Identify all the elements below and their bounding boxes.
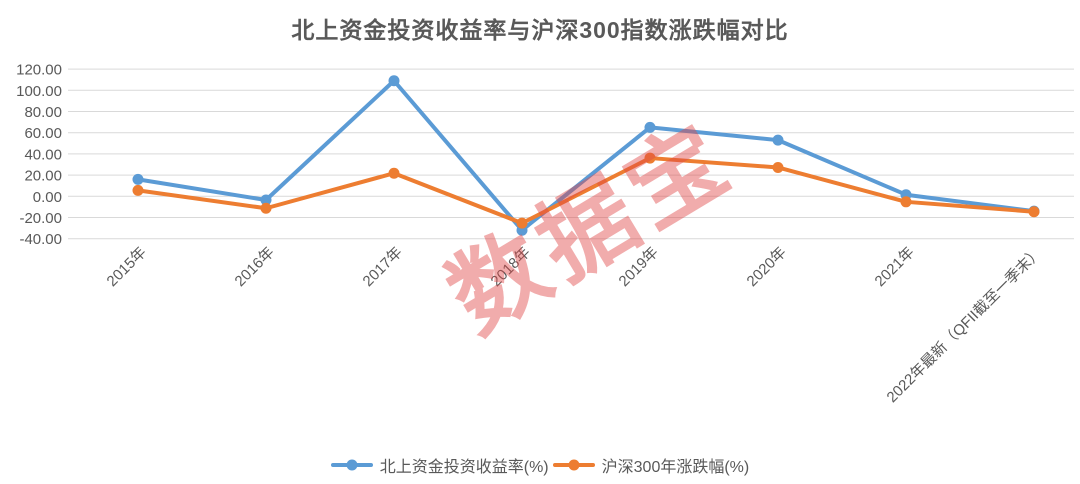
legend-dot-icon bbox=[346, 459, 358, 471]
data-point-marker bbox=[388, 75, 400, 87]
data-point-marker bbox=[260, 202, 272, 214]
data-point-marker bbox=[516, 217, 528, 229]
data-point-marker bbox=[644, 121, 656, 133]
legend-marker-line-dot-icon bbox=[552, 459, 595, 471]
data-point-marker bbox=[132, 173, 144, 185]
legend-item-northbound-return: 北上资金投资收益率(%) bbox=[330, 453, 549, 477]
x-category-label: 2016年 bbox=[232, 244, 278, 290]
x-category-label: 2022年最新（QFII截至一季末） bbox=[884, 244, 1046, 406]
x-category-label: 2019年 bbox=[616, 244, 662, 290]
data-point-marker bbox=[900, 196, 912, 208]
y-tick-label: 0.00 bbox=[33, 189, 62, 206]
y-tick-label: 80.00 bbox=[24, 104, 62, 121]
data-point-marker bbox=[132, 184, 144, 196]
y-tick-label: -20.00 bbox=[19, 210, 62, 227]
legend-label: 沪深300年涨跌幅(%) bbox=[601, 459, 750, 476]
y-tick-label: 40.00 bbox=[24, 146, 62, 163]
y-tick-label: 100.00 bbox=[16, 83, 62, 100]
y-tick-label: 120.00 bbox=[16, 62, 62, 79]
x-category-label: 2015年 bbox=[104, 244, 150, 290]
legend-item-csi300-change: 沪深300年涨跌幅(%) bbox=[552, 453, 750, 477]
x-category-label: 2020年 bbox=[744, 244, 790, 290]
x-category-label: 2018年 bbox=[488, 244, 534, 290]
data-point-marker bbox=[772, 161, 784, 173]
data-point-marker bbox=[772, 134, 784, 146]
y-tick-label: 20.00 bbox=[24, 168, 62, 185]
y-axis-labels: 120.00 100.00 80.00 60.00 40.00 20.00 0.00 -20.… bbox=[16, 62, 62, 249]
legend-marker-line-dot-icon bbox=[330, 459, 373, 471]
x-axis-labels: 2015年 2016年 2017年 2018年 2019年 2020年 2021年2022年… bbox=[104, 244, 1046, 406]
chart-legend: 北上资金投资收益率(%) 沪深300年涨跌幅(%) bbox=[0, 453, 1080, 477]
x-category-label: 2017年 bbox=[360, 244, 406, 290]
series-line bbox=[136, 156, 1036, 226]
chart-title: 北上资金投资收益率与沪深300指数涨跌幅对比 bbox=[291, 17, 789, 43]
series-1 bbox=[132, 152, 1040, 229]
legend-dot-icon bbox=[568, 459, 580, 471]
y-tick-label: -40.00 bbox=[19, 231, 62, 248]
data-point-marker bbox=[1028, 206, 1040, 218]
legend-label: 北上资金投资收益率(%) bbox=[379, 459, 549, 476]
y-tick-label: 60.00 bbox=[24, 125, 62, 142]
x-category-label: 2021年 bbox=[872, 244, 918, 290]
data-point-marker bbox=[644, 152, 656, 164]
series-line bbox=[136, 78, 1036, 233]
gridlines bbox=[68, 68, 1074, 240]
data-point-marker bbox=[260, 194, 272, 206]
data-point-marker bbox=[388, 167, 400, 179]
